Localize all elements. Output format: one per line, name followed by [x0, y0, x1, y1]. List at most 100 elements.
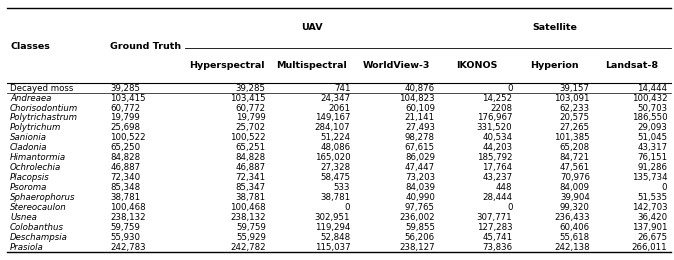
Text: 104,823: 104,823 — [400, 94, 435, 103]
Text: 65,250: 65,250 — [111, 143, 141, 152]
Text: Sphaerophorus: Sphaerophorus — [10, 193, 75, 202]
Text: 2061: 2061 — [328, 103, 350, 113]
Text: Stereocaulon: Stereocaulon — [10, 203, 67, 212]
Text: 100,522: 100,522 — [111, 133, 146, 142]
Text: 2208: 2208 — [491, 103, 512, 113]
Text: 45,741: 45,741 — [483, 233, 512, 242]
Text: Psoroma: Psoroma — [10, 183, 47, 192]
Text: 14,252: 14,252 — [483, 94, 512, 103]
Text: 119,294: 119,294 — [315, 223, 350, 232]
Text: Polytrichum: Polytrichum — [10, 124, 61, 132]
Text: 84,721: 84,721 — [559, 153, 590, 162]
Text: 85,347: 85,347 — [236, 183, 266, 192]
Text: 59,855: 59,855 — [405, 223, 435, 232]
Text: 60,109: 60,109 — [405, 103, 435, 113]
Text: 238,132: 238,132 — [111, 213, 146, 222]
Text: 266,011: 266,011 — [632, 243, 667, 252]
Text: 40,990: 40,990 — [405, 193, 435, 202]
Text: 56,206: 56,206 — [405, 233, 435, 242]
Text: 85,348: 85,348 — [111, 183, 141, 192]
Text: 24,347: 24,347 — [320, 94, 350, 103]
Text: 50,703: 50,703 — [637, 103, 667, 113]
Text: 448: 448 — [496, 183, 512, 192]
Text: 46,887: 46,887 — [236, 163, 266, 172]
Text: 242,783: 242,783 — [111, 243, 146, 252]
Text: 65,251: 65,251 — [236, 143, 266, 152]
Text: 67,615: 67,615 — [405, 143, 435, 152]
Text: 46,887: 46,887 — [111, 163, 141, 172]
Text: 60,406: 60,406 — [559, 223, 590, 232]
Text: 38,781: 38,781 — [111, 193, 141, 202]
Text: 137,901: 137,901 — [632, 223, 667, 232]
Text: 99,320: 99,320 — [560, 203, 590, 212]
Text: 101,385: 101,385 — [554, 133, 590, 142]
Text: Prasiola: Prasiola — [10, 243, 44, 252]
Text: 302,951: 302,951 — [315, 213, 350, 222]
Text: 242,138: 242,138 — [554, 243, 590, 252]
Text: 238,132: 238,132 — [230, 213, 266, 222]
Text: WorldView-3: WorldView-3 — [363, 61, 430, 70]
Text: 236,002: 236,002 — [400, 213, 435, 222]
Text: 48,086: 48,086 — [320, 143, 350, 152]
Text: 84,828: 84,828 — [111, 153, 141, 162]
Text: 533: 533 — [334, 183, 350, 192]
Text: 115,037: 115,037 — [315, 243, 350, 252]
Text: 242,782: 242,782 — [230, 243, 266, 252]
Text: 70,976: 70,976 — [560, 173, 590, 182]
Text: 52,848: 52,848 — [320, 233, 350, 242]
Text: Ochrolechia: Ochrolechia — [10, 163, 61, 172]
Text: 97,765: 97,765 — [405, 203, 435, 212]
Text: 55,930: 55,930 — [111, 233, 140, 242]
Text: Colobanthus: Colobanthus — [10, 223, 64, 232]
Text: Decayed moss: Decayed moss — [10, 84, 73, 93]
Text: 73,203: 73,203 — [405, 173, 435, 182]
Text: 39,285: 39,285 — [111, 84, 140, 93]
Text: Sanionia: Sanionia — [10, 133, 47, 142]
Text: 43,237: 43,237 — [483, 173, 512, 182]
Text: 20,575: 20,575 — [559, 114, 590, 122]
Text: 238,127: 238,127 — [400, 243, 435, 252]
Text: 100,468: 100,468 — [230, 203, 266, 212]
Text: 100,522: 100,522 — [230, 133, 266, 142]
Text: 39,285: 39,285 — [236, 84, 266, 93]
Text: Ground Truth: Ground Truth — [111, 42, 181, 51]
Text: 44,203: 44,203 — [483, 143, 512, 152]
Text: 84,009: 84,009 — [560, 183, 590, 192]
Text: 185,792: 185,792 — [477, 153, 512, 162]
Text: Chorisodontium: Chorisodontium — [10, 103, 78, 113]
Text: 103,415: 103,415 — [111, 94, 146, 103]
Text: Deschampsia: Deschampsia — [10, 233, 68, 242]
Text: Andreaea: Andreaea — [10, 94, 51, 103]
Text: 55,618: 55,618 — [559, 233, 590, 242]
Text: 76,151: 76,151 — [637, 153, 667, 162]
Text: 38,781: 38,781 — [320, 193, 350, 202]
Text: 39,157: 39,157 — [560, 84, 590, 93]
Text: 40,534: 40,534 — [483, 133, 512, 142]
Text: 91,286: 91,286 — [637, 163, 667, 172]
Text: 84,039: 84,039 — [405, 183, 435, 192]
Text: 0: 0 — [507, 84, 512, 93]
Text: 741: 741 — [334, 84, 350, 93]
Text: 100,432: 100,432 — [632, 94, 667, 103]
Text: 51,535: 51,535 — [637, 193, 667, 202]
Text: 186,550: 186,550 — [632, 114, 667, 122]
Text: Multispectral: Multispectral — [276, 61, 347, 70]
Text: 29,093: 29,093 — [638, 124, 667, 132]
Text: 59,759: 59,759 — [111, 223, 140, 232]
Text: 100,468: 100,468 — [111, 203, 146, 212]
Text: Placopsis: Placopsis — [10, 173, 50, 182]
Text: 58,475: 58,475 — [320, 173, 350, 182]
Text: 0: 0 — [507, 203, 512, 212]
Text: UAV: UAV — [301, 23, 322, 32]
Text: 17,764: 17,764 — [483, 163, 512, 172]
Text: 47,447: 47,447 — [405, 163, 435, 172]
Text: IKONOS: IKONOS — [456, 61, 497, 70]
Text: 19,799: 19,799 — [111, 114, 140, 122]
Text: Cladonia: Cladonia — [10, 143, 48, 152]
Text: 284,107: 284,107 — [315, 124, 350, 132]
Text: 40,876: 40,876 — [405, 84, 435, 93]
Text: 39,904: 39,904 — [560, 193, 590, 202]
Text: Polytrichastrum: Polytrichastrum — [10, 114, 78, 122]
Text: 27,265: 27,265 — [559, 124, 590, 132]
Text: 25,702: 25,702 — [236, 124, 266, 132]
